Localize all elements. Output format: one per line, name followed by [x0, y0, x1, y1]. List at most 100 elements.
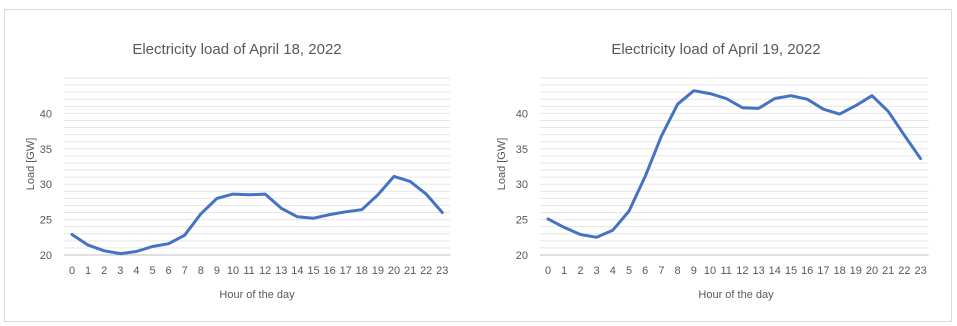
chart-title: Electricity load of April 18, 2022: [132, 41, 341, 58]
data-point: [644, 175, 647, 178]
data-point: [199, 212, 202, 215]
x-tick-label: 4: [133, 265, 139, 277]
data-point: [280, 207, 283, 210]
x-tick-label: 1: [85, 265, 91, 277]
x-tick-label: 9: [214, 265, 220, 277]
y-axis-label: Load [GW]: [496, 138, 508, 191]
data-point: [360, 208, 363, 211]
data-point: [312, 217, 315, 220]
data-point: [441, 211, 444, 214]
x-tick-label: 16: [323, 265, 335, 277]
x-tick-label: 15: [307, 265, 319, 277]
x-tick-label: 8: [198, 265, 204, 277]
x-tick-label: 14: [291, 265, 303, 277]
data-point: [822, 108, 825, 111]
x-tick-label: 18: [356, 265, 368, 277]
x-tick-label: 21: [404, 265, 416, 277]
data-point: [167, 242, 170, 245]
x-tick-label: 23: [914, 265, 926, 277]
x-tick-label: 18: [833, 265, 845, 277]
y-tick-label: 20: [516, 250, 528, 262]
x-tick-label: 20: [388, 265, 400, 277]
x-tick-label: 21: [882, 265, 894, 277]
x-tick-label: 9: [691, 265, 697, 277]
data-point: [806, 98, 809, 101]
data-point: [676, 103, 679, 106]
x-tick-label: 11: [720, 265, 731, 277]
data-point: [741, 106, 744, 109]
data-point: [692, 89, 695, 92]
data-point: [344, 210, 347, 213]
data-point: [328, 213, 331, 216]
data-point: [296, 215, 299, 218]
data-point: [871, 94, 874, 97]
chart-title: Electricity load of April 19, 2022: [611, 41, 820, 58]
chart-april-19: Electricity load of April 19, 2022 Load …: [496, 41, 929, 301]
x-tick-label: 17: [340, 265, 352, 277]
x-tick-label: 1: [561, 265, 567, 277]
data-point: [903, 134, 906, 137]
data-point: [887, 110, 890, 113]
data-point: [838, 113, 841, 116]
chart-april-18: Electricity load of April 18, 2022 Load …: [25, 41, 451, 301]
x-tick-label: 20: [866, 265, 878, 277]
y-tick-label: 25: [40, 215, 52, 227]
data-point: [71, 233, 74, 236]
x-tick-label: 13: [275, 265, 287, 277]
y-tick-label: 40: [40, 108, 52, 120]
x-tick-label: 12: [259, 265, 271, 277]
data-point: [103, 249, 106, 252]
data-point: [854, 104, 857, 107]
x-tick-label: 2: [577, 265, 583, 277]
x-tick-label: 10: [704, 265, 716, 277]
x-tick-label: 8: [675, 265, 681, 277]
y-axis-label: Load [GW]: [25, 138, 37, 191]
x-tick-label: 22: [420, 265, 432, 277]
x-tick-label: 6: [642, 265, 648, 277]
data-point: [248, 193, 251, 196]
y-tick-label: 40: [516, 108, 528, 120]
x-tick-label: 22: [898, 265, 910, 277]
x-tick-label: 14: [769, 265, 781, 277]
data-point: [547, 217, 550, 220]
data-point: [183, 234, 186, 237]
x-tick-label: 7: [658, 265, 664, 277]
data-point: [757, 107, 760, 110]
x-axis-label: Hour of the day: [698, 289, 774, 301]
data-point: [87, 244, 90, 247]
data-point: [232, 193, 235, 196]
data-point: [409, 180, 412, 183]
data-point: [393, 175, 396, 178]
data-point: [119, 252, 122, 255]
x-axis-label: Hour of the day: [219, 289, 295, 301]
data-point: [660, 135, 663, 138]
x-tick-label: 7: [182, 265, 188, 277]
y-tick-label: 25: [516, 215, 528, 227]
x-tick-label: 4: [610, 265, 616, 277]
x-tick-label: 0: [545, 265, 551, 277]
data-point: [611, 229, 614, 232]
data-point: [709, 92, 712, 95]
data-point: [151, 245, 154, 248]
y-tick-label: 35: [516, 144, 528, 156]
data-point: [425, 193, 428, 196]
x-tick-label: 19: [850, 265, 862, 277]
series-line: [70, 174, 444, 256]
data-point: [628, 210, 631, 213]
data-point: [725, 97, 728, 100]
x-tick-label: 13: [752, 265, 764, 277]
x-tick-label: 10: [227, 265, 239, 277]
data-point: [563, 226, 566, 229]
data-point: [376, 193, 379, 196]
x-tick-label: 19: [372, 265, 384, 277]
x-tick-label: 5: [149, 265, 155, 277]
x-tick-label: 15: [785, 265, 797, 277]
x-tick-label: 16: [801, 265, 813, 277]
x-tick-label: 17: [817, 265, 829, 277]
x-tick-label: 5: [626, 265, 632, 277]
data-point: [215, 197, 218, 200]
y-tick-label: 35: [40, 144, 52, 156]
